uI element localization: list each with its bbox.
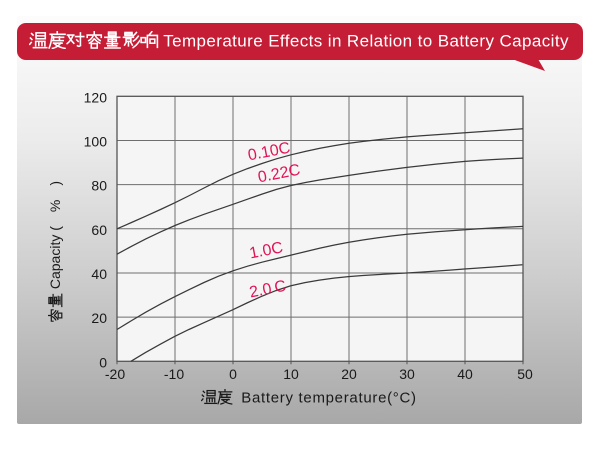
svg-text:40: 40 xyxy=(91,266,107,282)
svg-text:1.0C: 1.0C xyxy=(248,239,284,262)
svg-text:0: 0 xyxy=(229,366,237,382)
svg-text:-20: -20 xyxy=(105,366,125,382)
svg-text:10: 10 xyxy=(283,366,299,382)
svg-text:120: 120 xyxy=(84,89,108,105)
svg-text:50: 50 xyxy=(517,366,533,382)
svg-text:0: 0 xyxy=(99,354,107,370)
svg-text:20: 20 xyxy=(91,310,107,326)
svg-text:2.0 C: 2.0 C xyxy=(248,278,288,302)
svg-text:40: 40 xyxy=(457,366,473,382)
svg-text:-10: -10 xyxy=(164,366,184,382)
svg-text:100: 100 xyxy=(84,134,108,150)
svg-text:20: 20 xyxy=(341,366,357,382)
svg-text:60: 60 xyxy=(91,222,107,238)
svg-text:80: 80 xyxy=(91,178,107,194)
svg-text:30: 30 xyxy=(399,366,415,382)
